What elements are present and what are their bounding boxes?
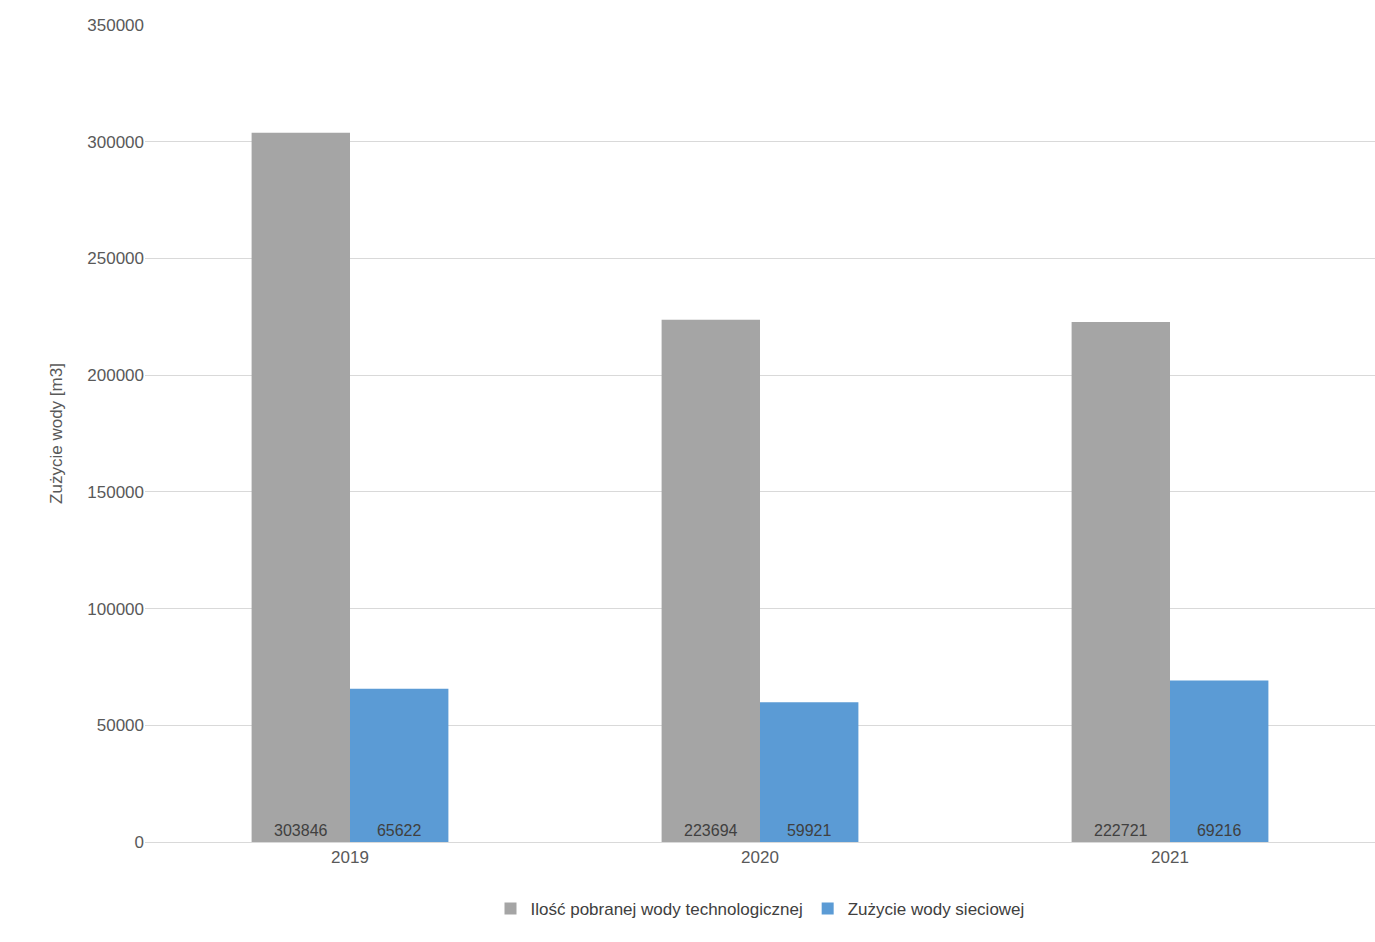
- svg-text:2021: 2021: [1151, 848, 1189, 867]
- svg-text:Zużycie wody sieciowej: Zużycie wody sieciowej: [848, 900, 1025, 919]
- svg-text:0: 0: [135, 833, 144, 852]
- svg-text:100000: 100000: [87, 600, 144, 619]
- svg-text:Ilość pobranej wody technologi: Ilość pobranej wody technologicznej: [531, 900, 803, 919]
- svg-text:350000: 350000: [87, 16, 144, 35]
- svg-text:59921: 59921: [787, 822, 832, 839]
- svg-text:2020: 2020: [741, 848, 779, 867]
- svg-text:303846: 303846: [274, 822, 327, 839]
- svg-text:Zużycie wody [m3]: Zużycie wody [m3]: [47, 363, 66, 504]
- svg-text:250000: 250000: [87, 249, 144, 268]
- svg-text:200000: 200000: [87, 366, 144, 385]
- svg-text:50000: 50000: [97, 716, 144, 735]
- svg-text:69216: 69216: [1197, 822, 1242, 839]
- svg-text:150000: 150000: [87, 483, 144, 502]
- svg-text:300000: 300000: [87, 133, 144, 152]
- svg-text:223694: 223694: [684, 822, 737, 839]
- svg-text:222721: 222721: [1094, 822, 1147, 839]
- svg-text:65622: 65622: [377, 822, 422, 839]
- svg-text:2019: 2019: [331, 848, 369, 867]
